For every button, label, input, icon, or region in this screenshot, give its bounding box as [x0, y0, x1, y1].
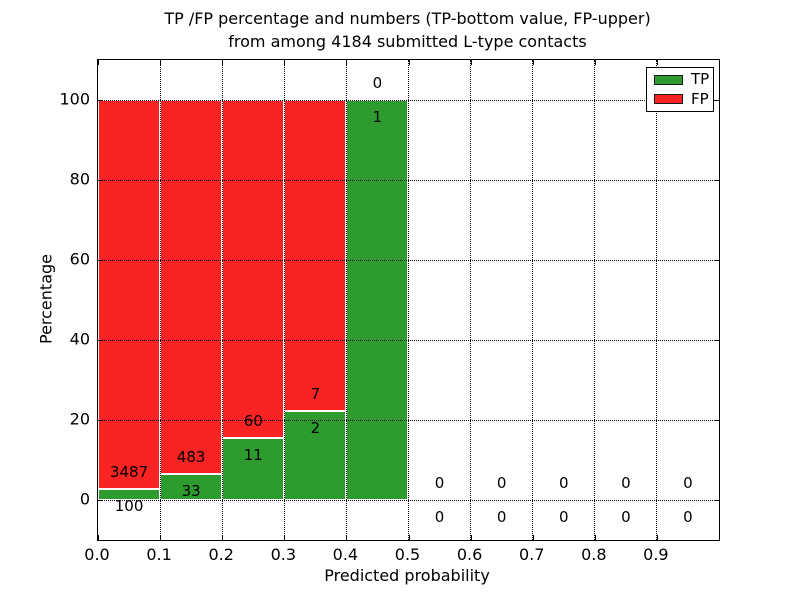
fp-count-label: 7 [310, 384, 321, 403]
x-tick-label: 0.8 [581, 545, 607, 564]
x-tick [160, 535, 162, 540]
x-tick-top [594, 60, 596, 65]
y-tick [98, 100, 103, 101]
gridline-vertical [283, 60, 285, 540]
y-tick-right [714, 500, 719, 501]
x-tick-top [346, 60, 348, 65]
bar-fp-segment [98, 100, 161, 489]
legend-row-fp: FP [647, 89, 713, 108]
x-tick-top [656, 60, 658, 65]
x-axis-label: Predicted probability [324, 566, 490, 585]
gridline-vertical [221, 60, 223, 540]
x-tick-top [160, 60, 162, 65]
legend-swatch-tp-icon [654, 74, 683, 85]
tp-count-label: 0 [434, 507, 445, 526]
y-tick-right [714, 340, 719, 341]
x-tick [656, 535, 658, 540]
x-tick [222, 535, 224, 540]
y-tick-label: 80 [69, 169, 90, 189]
x-tick-label: 0.6 [456, 545, 483, 564]
gridline-vertical [532, 60, 534, 540]
tp-count-label: 11 [243, 445, 263, 464]
x-tick [470, 535, 472, 540]
fp-count-label: 60 [243, 411, 263, 430]
legend-label-tp: TP [691, 70, 710, 89]
y-tick-right [714, 100, 719, 101]
legend: TP FP [646, 67, 714, 112]
x-tick [594, 535, 596, 540]
x-tick-top [98, 60, 99, 65]
tp-count-label: 0 [558, 507, 569, 526]
tp-count-label: 0 [621, 507, 631, 526]
y-tick-right [714, 420, 719, 421]
x-tick-label: 0.1 [146, 545, 172, 564]
fp-count-label: 0 [683, 473, 693, 492]
plot-area: 3487 100 483 33 60 11 7 2 0 1 0 0 0 0 0 0 0 0 0 0 TP FP [97, 59, 720, 541]
fp-count-label: 0 [372, 73, 383, 92]
gridline-vertical [408, 60, 409, 540]
tp-count-label: 1 [372, 107, 383, 126]
fp-count-label: 0 [558, 473, 569, 492]
legend-label-fp: FP [691, 89, 709, 108]
bar-tp-segment [160, 474, 223, 500]
bar-tp-segment [222, 438, 285, 500]
chart-title-line1: TP /FP percentage and numbers (TP-bottom… [164, 9, 651, 28]
x-tick [284, 535, 286, 540]
x-tick [346, 535, 348, 540]
x-tick-label: 0.5 [394, 545, 421, 564]
fp-count-label: 483 [176, 448, 206, 467]
tp-count-label: 100 [114, 496, 144, 515]
tp-count-label: 0 [496, 507, 507, 526]
x-tick-top [532, 60, 534, 65]
gridline-vertical [470, 60, 472, 540]
x-tick-top [408, 60, 410, 65]
chart-title: TP /FP percentage and numbers (TP-bottom… [97, 7, 718, 53]
x-tick-top [222, 60, 224, 65]
x-tick [532, 535, 534, 540]
bar-tp-segment [346, 100, 409, 500]
gridline-vertical [594, 60, 596, 540]
legend-swatch-fp-icon [654, 94, 683, 105]
bar-fp-segment [284, 100, 347, 412]
x-tick [98, 535, 99, 540]
gridline-vertical [656, 60, 658, 540]
y-tick-label: 0 [79, 489, 90, 509]
bar-fp-segment [160, 100, 223, 475]
gridline-vertical [345, 60, 347, 540]
y-tick-right [714, 260, 719, 261]
gridline-vertical [159, 60, 161, 540]
fp-count-label: 0 [434, 473, 445, 492]
y-tick-label: 100 [59, 89, 90, 109]
chart-title-line2: from among 4184 submitted L-type contact… [228, 32, 587, 51]
bar-tp-segment [284, 411, 347, 500]
tp-count-label: 2 [310, 418, 321, 437]
fp-count-label: 3487 [109, 462, 149, 481]
x-tick-top [284, 60, 286, 65]
tp-count-label: 0 [683, 507, 693, 526]
x-tick-label: 0.3 [270, 545, 297, 564]
x-tick [408, 535, 410, 540]
bar-fp-segment [222, 100, 285, 439]
legend-row-tp: TP [647, 72, 713, 87]
y-tick [98, 340, 103, 341]
x-tick-label: 0.9 [643, 545, 669, 564]
y-tick [98, 260, 103, 261]
fp-count-label: 0 [496, 473, 507, 492]
x-tick-label: 0.2 [208, 545, 234, 564]
x-tick-top [470, 60, 472, 65]
tp-count-label: 33 [181, 482, 201, 501]
y-tick-label: 20 [69, 409, 90, 429]
x-tick-label: 0.0 [84, 545, 110, 564]
x-tick-label: 0.4 [332, 545, 359, 564]
bar-tp-segment [98, 488, 161, 500]
y-tick [98, 420, 103, 421]
y-tick [98, 180, 103, 181]
y-tick [98, 500, 103, 501]
y-tick-right [714, 180, 719, 181]
fp-count-label: 0 [621, 473, 631, 492]
x-tick-label: 0.7 [518, 545, 545, 564]
y-tick-label: 60 [69, 249, 90, 269]
y-tick-label: 40 [69, 329, 90, 349]
